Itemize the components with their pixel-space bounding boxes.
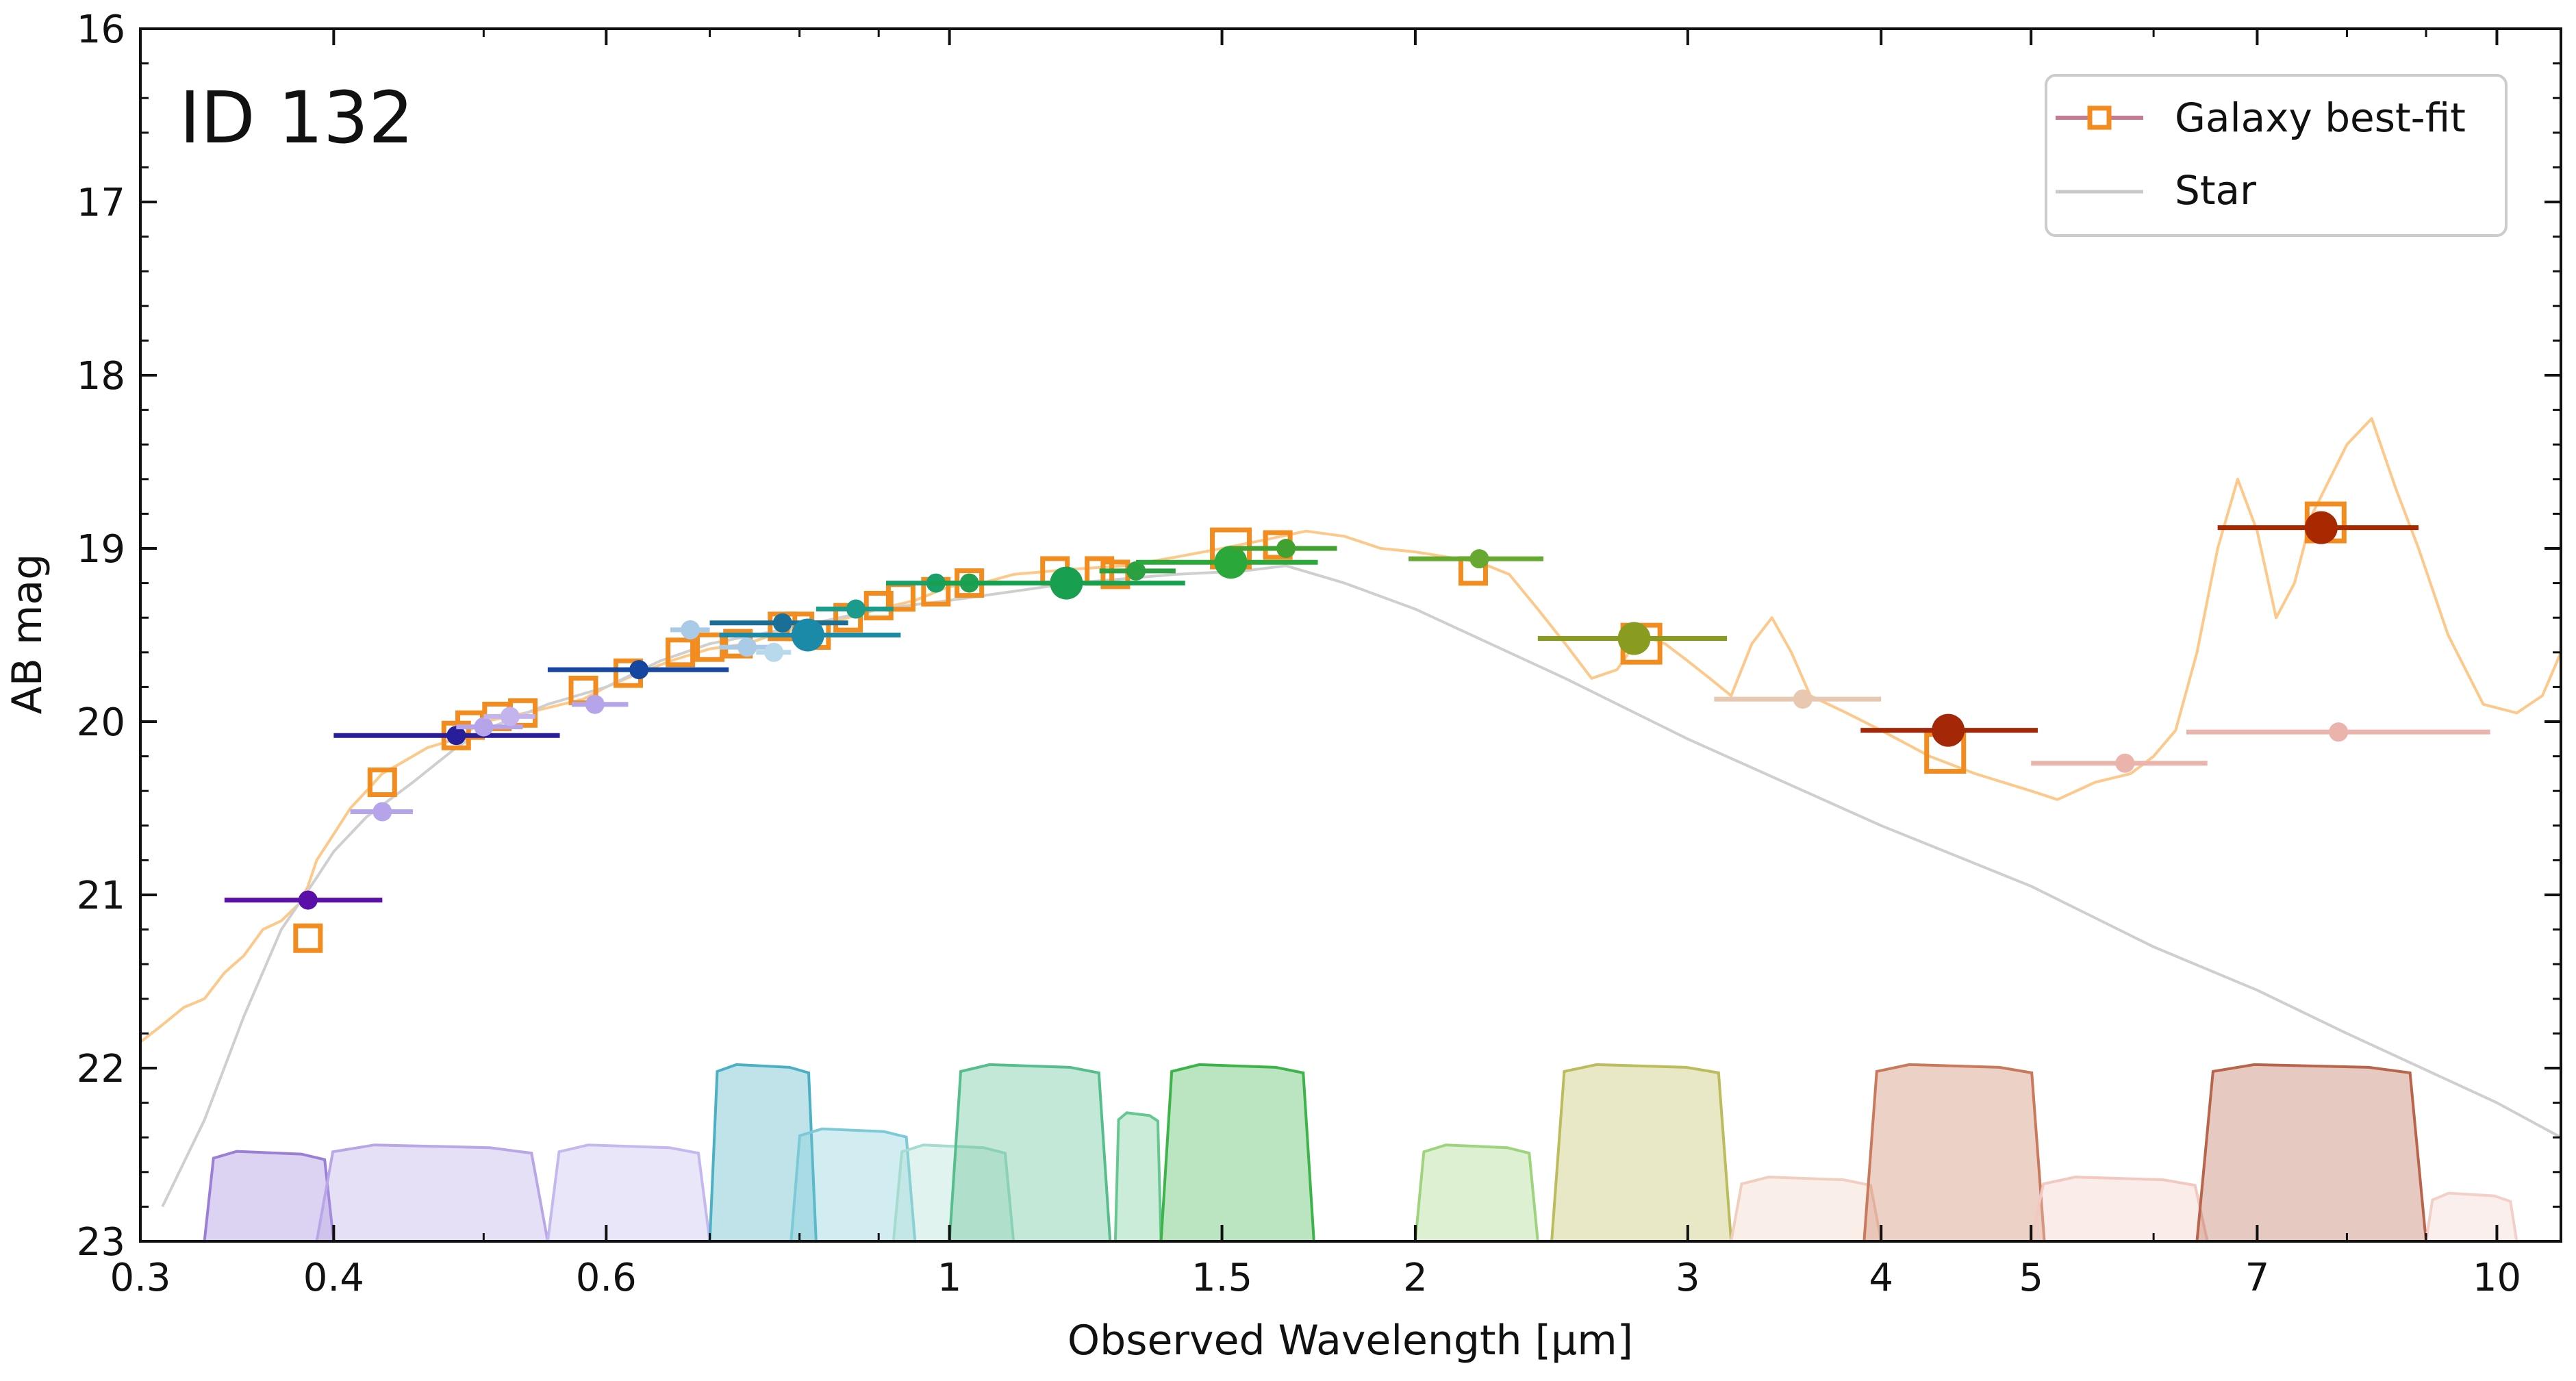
photometry-point bbox=[764, 642, 784, 662]
y-tick-label: 22 bbox=[77, 1047, 125, 1091]
filter-curve bbox=[1159, 1063, 1315, 1241]
photometry-point bbox=[474, 717, 494, 737]
photometry-point bbox=[298, 890, 318, 910]
y-tick-label: 17 bbox=[77, 181, 125, 225]
y-axis-label: AB mag bbox=[3, 554, 51, 715]
photometry-point bbox=[791, 618, 824, 652]
photometry-point bbox=[1469, 549, 1489, 569]
y-tick-label: 18 bbox=[77, 354, 125, 398]
x-tick-label: 7 bbox=[2245, 1256, 2270, 1300]
photometry-point bbox=[1793, 689, 1813, 709]
x-tick-label: 1 bbox=[937, 1256, 962, 1300]
plot-area bbox=[140, 417, 2561, 1241]
x-tick-label: 10 bbox=[2473, 1256, 2521, 1300]
legend: Galaxy best-fit Star bbox=[2045, 74, 2508, 237]
plot-frame bbox=[139, 27, 2562, 1243]
photometry-point bbox=[372, 802, 392, 822]
photometry-point bbox=[681, 620, 700, 639]
filter-curve bbox=[1113, 1111, 1163, 1241]
filter-curve bbox=[790, 1127, 917, 1241]
photometry-point bbox=[1214, 546, 1248, 579]
photometry-point bbox=[1276, 539, 1296, 558]
filter-curve bbox=[1413, 1143, 1539, 1241]
x-tick-label: 0.3 bbox=[110, 1256, 171, 1300]
filter-curve bbox=[1550, 1063, 1733, 1241]
filter-curve bbox=[708, 1063, 818, 1241]
galaxy-model-marker bbox=[367, 768, 397, 798]
x-tick-label: 0.4 bbox=[303, 1256, 364, 1300]
photometry-point bbox=[1050, 566, 1083, 600]
photometry-point bbox=[1126, 561, 1146, 581]
x-tick-label: 5 bbox=[2019, 1256, 2043, 1300]
photometry-point bbox=[1617, 622, 1651, 655]
photometry-point bbox=[2115, 753, 2135, 773]
y-tick-label: 20 bbox=[77, 700, 125, 745]
filter-curve bbox=[203, 1150, 336, 1241]
photometry-point bbox=[446, 726, 466, 746]
photometry-point bbox=[2329, 722, 2349, 742]
galaxy-model-marker bbox=[863, 590, 894, 620]
filter-curve bbox=[315, 1143, 549, 1241]
filter-curve bbox=[546, 1143, 711, 1241]
x-tick-label: 2 bbox=[1403, 1256, 1428, 1300]
photometry-point bbox=[772, 613, 792, 633]
galaxy-model-marker bbox=[293, 923, 323, 953]
photometry-point bbox=[2304, 511, 2338, 544]
y-tick-label: 21 bbox=[77, 874, 125, 918]
legend-galaxy-label: Galaxy best-fit bbox=[2175, 94, 2466, 141]
galaxy-model-marker bbox=[666, 637, 696, 668]
legend-galaxy-marker bbox=[2087, 105, 2112, 130]
filter-curve bbox=[1862, 1063, 2046, 1241]
legend-box bbox=[2045, 74, 2508, 237]
legend-star-label: Star bbox=[2175, 167, 2256, 214]
filter-curve bbox=[948, 1063, 1112, 1241]
y-tick-label: 23 bbox=[77, 1220, 125, 1265]
x-tick-label: 4 bbox=[1869, 1256, 1893, 1300]
photometry-point bbox=[500, 707, 520, 726]
x-tick-label: 1.5 bbox=[1191, 1256, 1252, 1300]
photometry-point bbox=[846, 599, 866, 619]
filter-curve bbox=[1730, 1176, 1883, 1241]
y-tick-label: 19 bbox=[77, 527, 125, 572]
photometry-point bbox=[585, 694, 605, 714]
chart-title: ID 132 bbox=[179, 76, 414, 160]
filter-curve bbox=[2425, 1191, 2518, 1241]
y-tick-label: 16 bbox=[77, 8, 125, 52]
filter-curve bbox=[2195, 1063, 2428, 1241]
photometry-point bbox=[629, 660, 649, 680]
photometry-point bbox=[1932, 713, 1965, 747]
x-axis-label: Observed Wavelength [μm] bbox=[1068, 1317, 1633, 1365]
x-tick-label: 3 bbox=[1676, 1256, 1700, 1300]
photometry-point bbox=[737, 637, 757, 657]
filter-curve bbox=[2030, 1176, 2209, 1241]
x-tick-label: 0.6 bbox=[576, 1256, 637, 1300]
